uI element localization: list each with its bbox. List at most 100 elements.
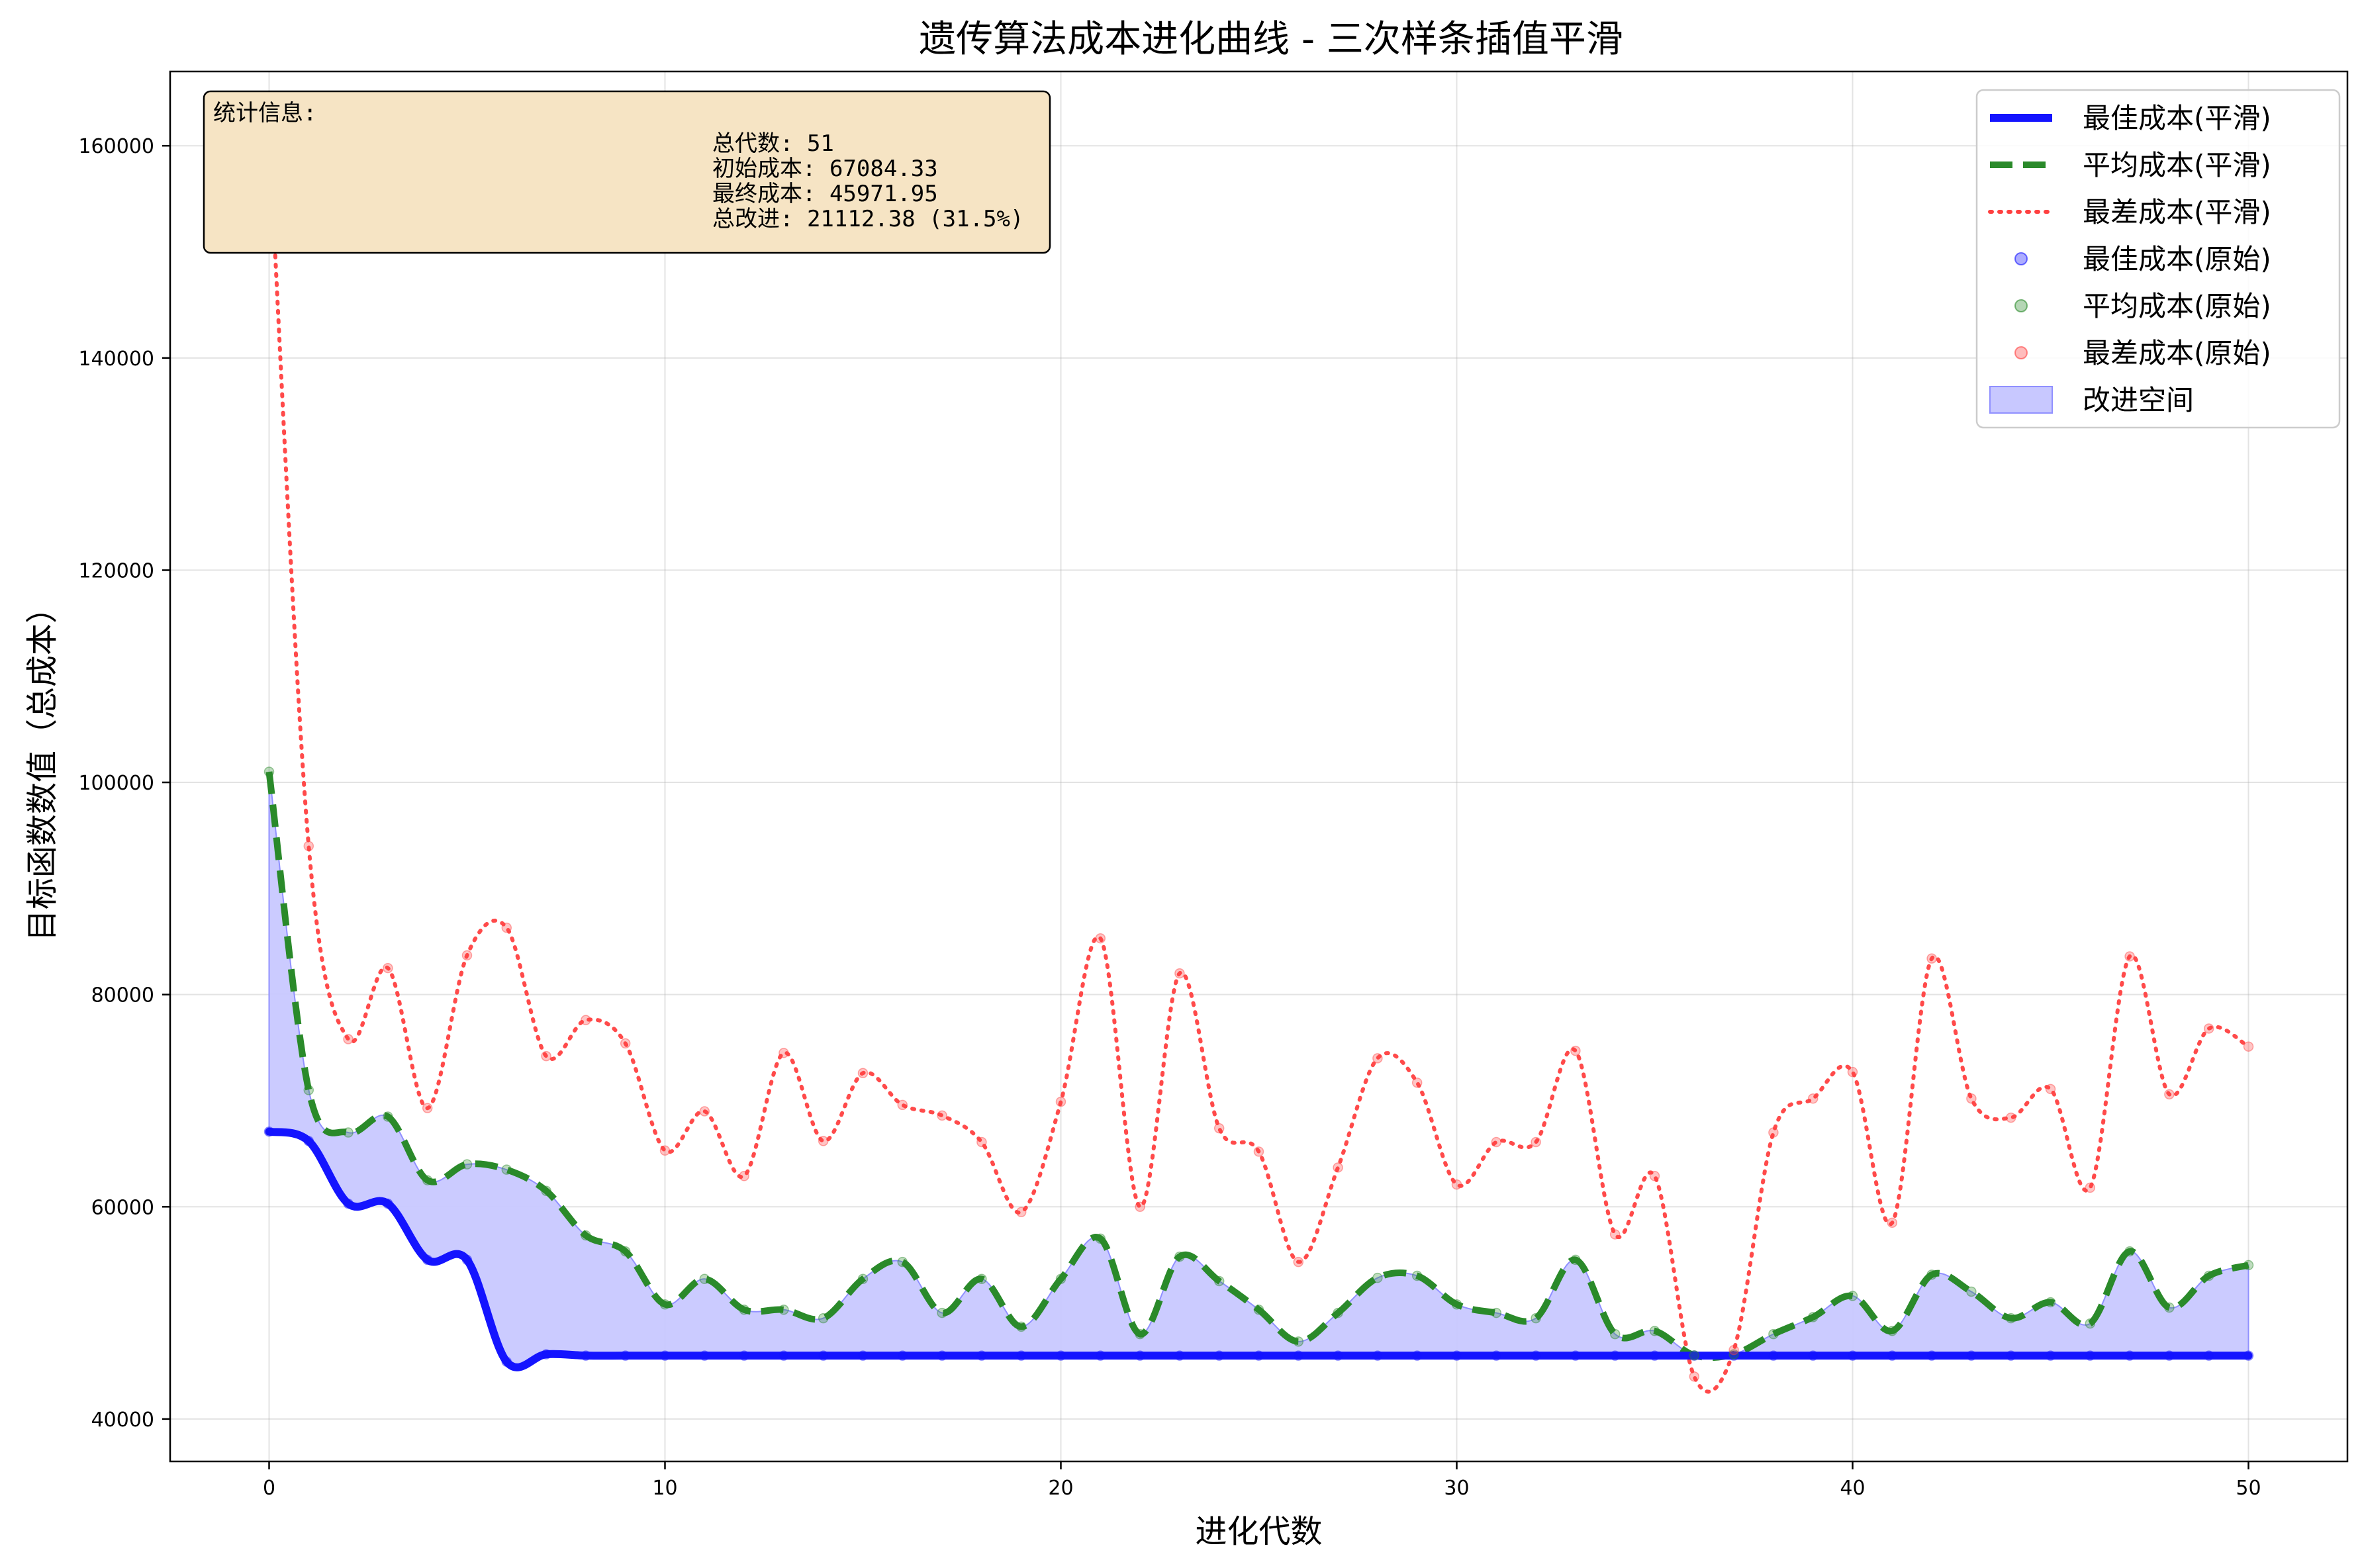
- legend-item: 最差成本(原始): [2014, 337, 2271, 369]
- best-raw-point: [1293, 1350, 1304, 1361]
- worst-raw-point: [937, 1110, 947, 1121]
- worst-raw-point: [1411, 1077, 1423, 1088]
- best-raw-point: [659, 1350, 671, 1361]
- worst-raw-point: [659, 1145, 671, 1156]
- best-raw-point: [2005, 1350, 2016, 1361]
- x-axis-label: 进化代数: [1195, 1513, 1322, 1550]
- legend-item: 最佳成本(平滑): [1990, 102, 2271, 134]
- legend-swatch-dot: [2014, 346, 2028, 359]
- best-raw-point: [1213, 1350, 1225, 1361]
- worst-raw-point: [1807, 1093, 1819, 1104]
- legend-label: 最佳成本(原始): [2083, 243, 2271, 275]
- worst-raw-point: [897, 1099, 908, 1111]
- avg-raw-point: [1016, 1321, 1027, 1332]
- best-raw-point: [857, 1350, 869, 1361]
- legend-item: 最佳成本(原始): [2014, 243, 2271, 275]
- worst-raw-point: [2085, 1182, 2096, 1193]
- best-raw-point: [581, 1350, 591, 1361]
- avg-raw-point: [1768, 1328, 1779, 1340]
- worst-raw-point: [1926, 953, 1937, 964]
- best-raw-point: [1411, 1350, 1423, 1361]
- best-raw-point: [620, 1350, 631, 1361]
- avg-raw-point: [1609, 1328, 1621, 1340]
- worst-raw-point: [1887, 1217, 1898, 1228]
- best-raw-point: [818, 1350, 829, 1361]
- worst-raw-point: [2045, 1084, 2056, 1095]
- worst-raw-point: [1135, 1201, 1145, 1213]
- stats-line: 最终成本: 45971.95: [712, 181, 938, 207]
- avg-raw-point: [1372, 1272, 1383, 1283]
- x-tick-label: 20: [1048, 1477, 1073, 1500]
- y-tick-label: 60000: [91, 1196, 154, 1219]
- avg-raw-point: [897, 1256, 908, 1268]
- avg-raw-point: [343, 1127, 354, 1138]
- worst-raw-point: [501, 922, 512, 933]
- best-raw-point: [1728, 1350, 1739, 1361]
- best-raw-point: [1649, 1350, 1660, 1361]
- legend-label: 平均成本(平滑): [2083, 149, 2271, 181]
- x-tick-label: 0: [263, 1477, 275, 1500]
- avg-raw-point: [1728, 1349, 1739, 1360]
- avg-raw-point: [620, 1246, 631, 1257]
- avg-raw-point: [857, 1273, 869, 1285]
- best-raw-point: [1253, 1350, 1264, 1361]
- y-tick-label: 100000: [78, 772, 154, 795]
- legend-label: 平均成本(原始): [2083, 290, 2271, 322]
- avg-raw-point: [1095, 1233, 1106, 1244]
- avg-cost-line: [265, 771, 2249, 1361]
- worst-raw-point: [2005, 1112, 2016, 1123]
- avg-raw-point: [263, 766, 275, 777]
- best-raw-point: [699, 1350, 710, 1361]
- best-raw-point: [1807, 1350, 1819, 1361]
- worst-raw-point: [1649, 1171, 1660, 1181]
- best-raw-point: [2124, 1350, 2135, 1361]
- legend: 最佳成本(平滑) 平均成本(平滑) 最差成本(平滑) 最佳成本(原始) 平均成本(原始)…: [1975, 89, 2341, 429]
- best-raw-point: [461, 1254, 473, 1266]
- x-tick-label: 10: [652, 1477, 677, 1500]
- best-raw-point: [1689, 1350, 1700, 1361]
- avg-raw-point: [422, 1175, 433, 1185]
- worst-raw-point: [779, 1048, 789, 1058]
- worst-raw-point: [1333, 1162, 1343, 1173]
- y-tick-label: 120000: [78, 559, 154, 582]
- raw-points-layer: [263, 130, 2254, 1382]
- y-tick-label: 160000: [78, 135, 154, 158]
- best-raw-point: [2164, 1350, 2175, 1361]
- legend-label: 最佳成本(平滑): [2083, 102, 2271, 134]
- best-raw-point: [383, 1198, 393, 1209]
- worst-raw-point: [343, 1034, 354, 1044]
- best-raw-point: [263, 1126, 275, 1137]
- worst-raw-point: [2243, 1041, 2254, 1052]
- plot-frame: [169, 70, 2349, 1463]
- best-raw-point: [1531, 1350, 1541, 1361]
- avg-raw-point: [541, 1185, 551, 1196]
- worst-raw-point: [1728, 1344, 1739, 1356]
- best-raw-point: [779, 1350, 789, 1361]
- legend-swatch-patch: [1989, 386, 2053, 414]
- best-raw-point: [1926, 1350, 1937, 1361]
- best-raw-point: [303, 1136, 314, 1146]
- legend-box: [1975, 89, 2341, 429]
- avg-raw-point: [2164, 1302, 2175, 1313]
- avg-raw-point: [1135, 1328, 1145, 1340]
- legend-label: 改进空间: [2083, 384, 2194, 416]
- legend-label: 最差成本(平滑): [2083, 196, 2271, 228]
- best-raw-point: [1887, 1350, 1898, 1361]
- y-tick-label: 80000: [91, 984, 154, 1007]
- avg-raw-point: [2203, 1270, 2214, 1281]
- worst-raw-point: [1531, 1136, 1541, 1148]
- legend-label: 最差成本(原始): [2083, 337, 2271, 369]
- avg-raw-point: [1531, 1313, 1541, 1324]
- worst-raw-point: [818, 1136, 829, 1146]
- best-raw-point: [2243, 1350, 2254, 1361]
- stats-line: 总改进: 21112.38 (31.5%): [712, 206, 1023, 232]
- worst-raw-point: [857, 1068, 869, 1079]
- worst-raw-point: [1609, 1229, 1621, 1240]
- avg-raw-point: [1926, 1269, 1937, 1280]
- best-raw-point: [1135, 1350, 1145, 1361]
- avg-raw-point: [2124, 1246, 2135, 1257]
- best-raw-point: [1372, 1350, 1383, 1361]
- chart-title: 遗传算法成本进化曲线 - 三次样条插值平滑: [919, 18, 1623, 61]
- stats-heading: 统计信息:: [213, 100, 316, 126]
